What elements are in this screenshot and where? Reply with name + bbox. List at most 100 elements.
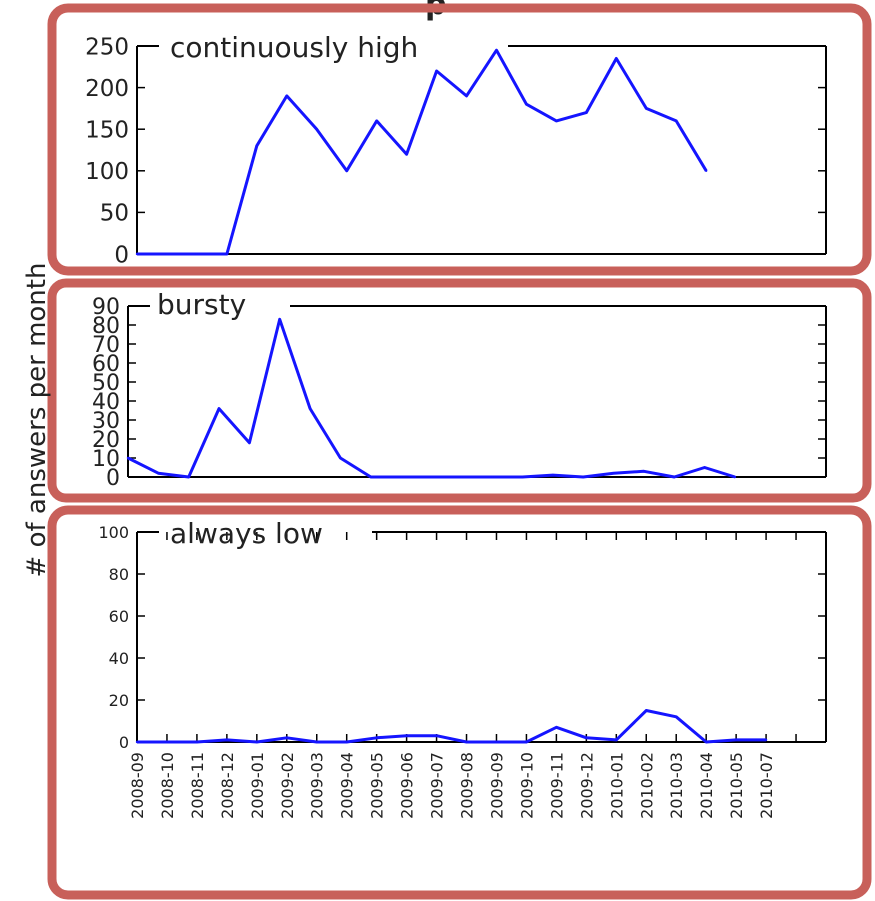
x-tick-label: 2010-04 [697,752,716,819]
data-point [673,475,676,479]
y-tick-label: 30 [92,409,120,434]
data-point [582,475,585,479]
data-point [315,740,318,744]
x-tick-label: 2008-09 [128,752,147,819]
data-point [495,740,498,744]
data-point [430,475,433,479]
y-tick-label: 250 [85,34,129,60]
data-point [435,69,438,73]
y-tick-label: 0 [114,242,129,268]
x-tick-label: 2009-09 [487,752,506,819]
series-line [137,709,767,744]
x-tick-label: 2010-07 [757,752,776,819]
x-tick-label: 2009-08 [458,752,477,819]
data-point [278,318,281,321]
data-point [157,472,160,475]
data-point [764,738,768,742]
data-point [555,726,558,729]
data-point [339,456,342,460]
y-tick-label: 0 [106,466,120,491]
data-point [135,252,139,256]
x-tick-label: 2010-01 [607,752,626,819]
data-point [405,152,408,156]
data-point [704,169,708,172]
data-point [521,475,524,479]
data-point [375,119,378,123]
y-tick-label: 60 [109,607,129,626]
y-tick-label: 40 [92,390,120,415]
x-tick-label: 2009-07 [428,752,447,819]
data-point [585,111,588,114]
data-point [308,407,312,410]
x-tick-label: 2008-10 [158,752,177,819]
data-point [405,734,408,737]
data-point [733,475,737,479]
data-point [375,736,378,739]
y-tick-label: 60 [92,352,120,377]
data-point [345,169,348,172]
x-tick-label: 2010-02 [637,752,656,819]
data-point [248,441,251,444]
y-tick-label: 50 [100,201,129,227]
x-tick-label: 2008-11 [188,752,207,819]
data-point [255,144,259,148]
x-tick-label: 2009-04 [338,752,357,819]
x-tick-label: 2010-03 [667,752,686,819]
figure-decor: p # of answers per month [22,0,872,900]
y-tick-label: 80 [92,314,120,339]
data-point [165,252,169,256]
data-point [195,740,199,744]
data-point [551,473,555,477]
panel-title: continuously high [170,31,418,64]
x-tick-label: 2009-05 [368,752,387,819]
y-tick-label: 200 [85,76,129,102]
data-point [645,709,648,712]
data-point [435,734,438,737]
data-point [460,475,464,479]
data-point [734,738,738,742]
data-point [675,715,678,718]
y-tick-label: 50 [92,371,120,396]
data-point [399,475,403,479]
panel-title: always low [170,517,323,550]
data-point [525,740,528,744]
y-tick-label: 20 [92,428,120,453]
data-point [585,736,588,739]
data-point [615,57,618,60]
data-point [525,103,528,106]
data-point [165,740,169,744]
y-tick-label: 0 [119,733,129,752]
y-tick-label: 40 [109,649,129,668]
data-point [255,740,259,744]
data-point [195,252,199,256]
data-point [225,738,229,742]
chart-panel-3: 0 20 40 60 80 100 always low 2008-09 2008-10 2008… [98,517,827,819]
data-point [465,94,468,98]
series-line [137,48,708,256]
data-point [225,252,229,256]
data-point [465,740,468,744]
panel-frame-2 [47,278,872,503]
x-tick-label: 2009-11 [547,752,566,819]
data-point [135,740,139,744]
x-tick-label: 2010-05 [727,752,746,819]
panel-frame-1 [47,3,872,276]
x-tick-label: 2009-01 [248,752,267,819]
data-point [217,407,221,410]
data-point [675,119,678,123]
data-point [126,456,130,460]
data-point [642,470,646,473]
x-tick-label: 2009-03 [308,752,327,819]
data-point [612,472,615,475]
data-point [555,119,558,123]
data-point [645,107,648,110]
data-point [285,94,288,98]
data-point [495,48,498,52]
panel-frame-3 [47,505,872,900]
y-tick-label: 100 [98,523,129,542]
x-tick-label: 2008-12 [218,752,237,819]
panel-title: bursty [157,288,246,321]
x-tick-label: 2009-12 [577,752,596,819]
